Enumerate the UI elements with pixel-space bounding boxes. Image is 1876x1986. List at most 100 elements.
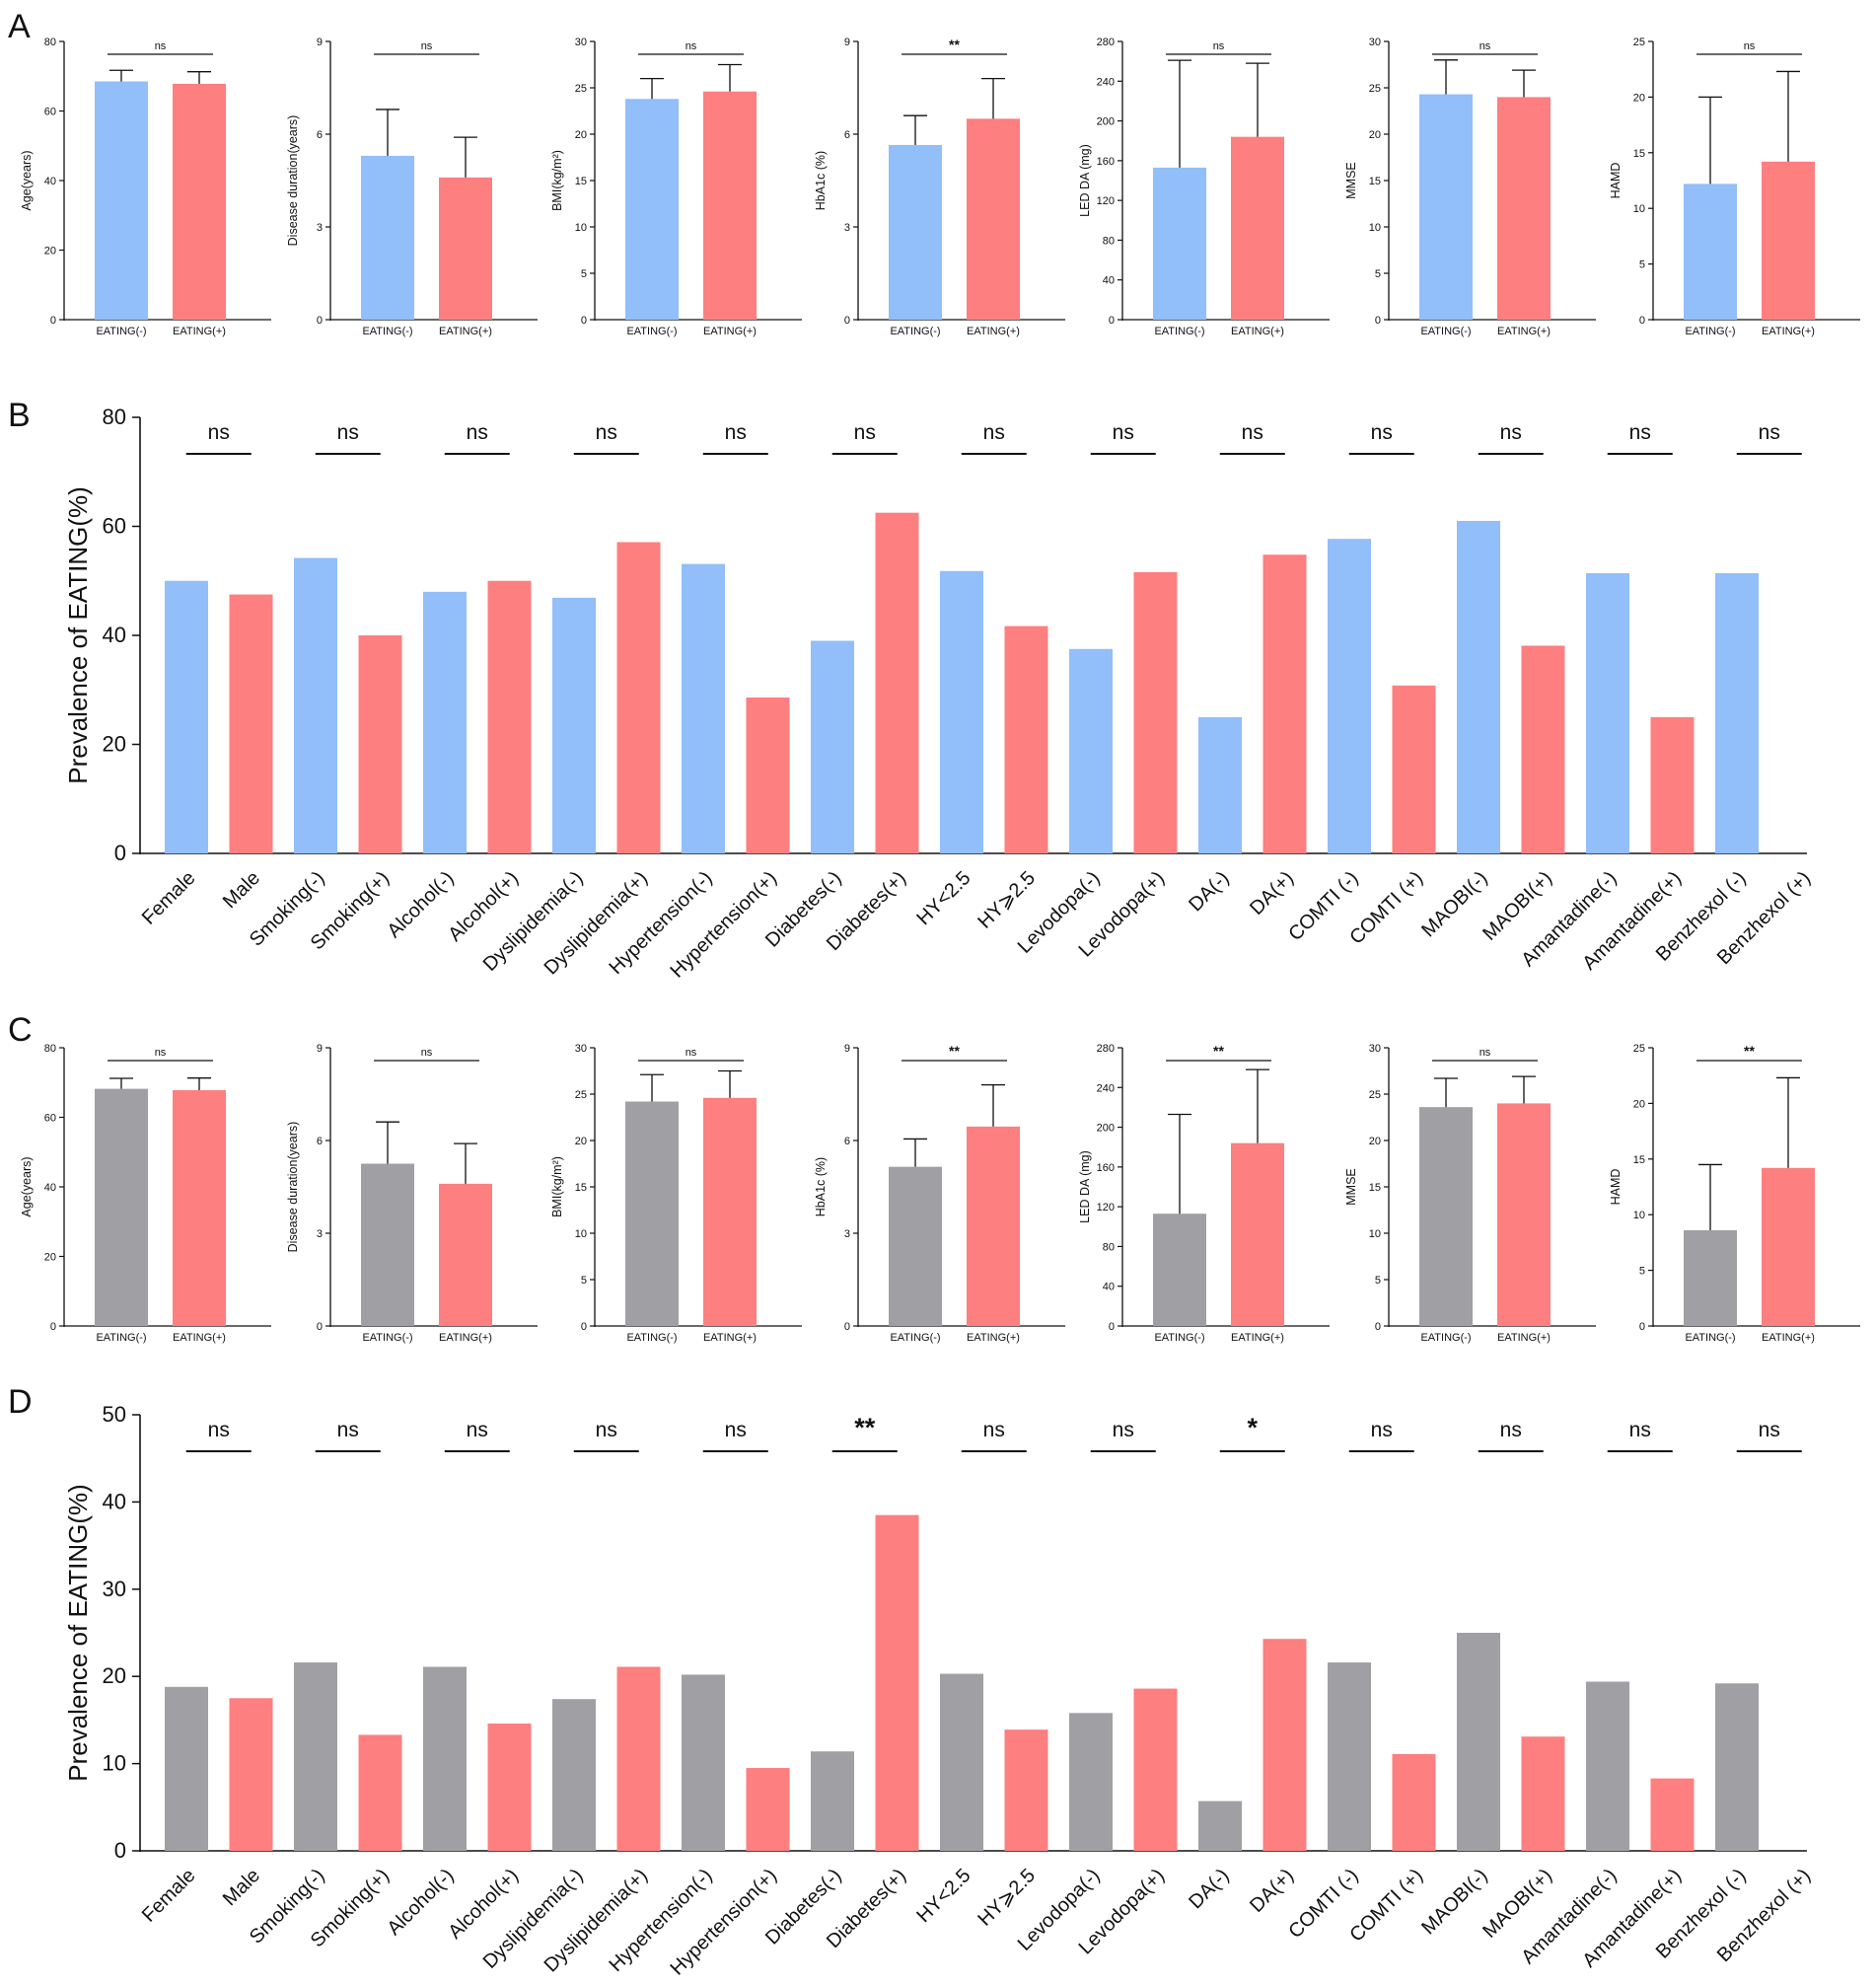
y-tick-label: 240 [1097, 1082, 1115, 1094]
panel-c-subplot-4: 0 3 6 9 HbA1c (%) EATING(-) EATING(+) ** [814, 1043, 1065, 1344]
significance-label: ns [1759, 421, 1780, 444]
bar-positive-group [1650, 1778, 1695, 1851]
significance-label: ns [854, 421, 876, 444]
bar-positive-group [1521, 1736, 1565, 1851]
bar-negative-group [1069, 648, 1113, 853]
significance-label: ns [1113, 421, 1134, 444]
panel-letter-d: D [8, 1383, 33, 1421]
bar-eating-pos [703, 91, 757, 320]
bar-negative-group [552, 1699, 596, 1851]
y-tick-label: 25 [1369, 83, 1381, 95]
x-tick-label: EATING(+) [1231, 1332, 1284, 1344]
bar-negative-group [1198, 716, 1242, 853]
panel-letter-b: B [8, 397, 31, 434]
significance-label: ns [337, 1419, 359, 1441]
x-tick-label: DA(+) [1246, 1865, 1298, 1917]
y-tick-label: 9 [844, 37, 850, 48]
y-tick-label: 240 [1097, 76, 1115, 88]
y-tick-label: 20 [1369, 1136, 1381, 1147]
y-tick-label: 5 [1375, 268, 1381, 280]
y-tick-label: 280 [1097, 37, 1115, 48]
bar-negative-group [1457, 520, 1500, 853]
panel-c-subplot-3: 0 5 10 15 20 25 30 BMI(kg/m²) EATING(-) EATING(+)… [550, 1043, 802, 1344]
x-tick-label: EATING(+) [703, 326, 757, 337]
y-axis-label: HAMD [1609, 163, 1623, 199]
y-tick-label: 25 [575, 1089, 587, 1101]
y-tick-label: 30 [1369, 37, 1381, 48]
x-tick-label: EATING(+) [1231, 326, 1284, 337]
y-tick-label: 30 [103, 1577, 126, 1601]
panel-d: 0 10 20 30 40 50 Prevalence of EATING(%) Female… [63, 1402, 1815, 1980]
y-tick-label: 0 [1639, 315, 1645, 327]
bar-eating-pos [967, 118, 1020, 320]
panel-a-subplot-2: 0 3 6 9 Disease duration(years) EATING(-) EATI… [286, 37, 538, 337]
y-tick-label: 6 [317, 1136, 323, 1147]
y-tick-label: 5 [581, 1275, 587, 1287]
significance-label: ns [1113, 1419, 1134, 1441]
y-tick-label: 5 [1639, 1266, 1645, 1278]
significance-label: ns [1479, 1047, 1491, 1059]
y-tick-label: 5 [581, 268, 587, 280]
bar-negative-group [682, 1674, 725, 1851]
y-tick-label: 80 [44, 1043, 56, 1055]
bar-eating-pos [1497, 1103, 1551, 1326]
x-tick-label: HY⩾2.5 [974, 867, 1040, 933]
y-axis-label: Age(years) [20, 150, 34, 210]
y-tick-label: 40 [103, 623, 126, 647]
x-tick-label: EATING(+) [439, 326, 492, 337]
y-tick-label: 3 [317, 1228, 323, 1240]
significance-label: ns [208, 421, 230, 444]
y-axis-label: Prevalence of EATING(%) [63, 486, 93, 784]
bar-positive-group [1392, 685, 1436, 853]
y-tick-label: 200 [1097, 1123, 1115, 1135]
bar-negative-group [1069, 1713, 1113, 1851]
y-tick-label: 3 [317, 222, 323, 234]
y-tick-label: 280 [1097, 1043, 1115, 1055]
significance-label: ns [983, 421, 1005, 444]
significance-label: ** [949, 37, 960, 52]
bar-eating-neg [95, 1088, 148, 1326]
y-tick-label: 60 [44, 1113, 56, 1125]
bar-positive-group [487, 1723, 532, 1851]
x-tick-label: EATING(+) [1762, 1332, 1815, 1344]
y-tick-label: 25 [1369, 1089, 1381, 1101]
y-axis-label: Age(years) [20, 1156, 34, 1216]
y-tick-label: 0 [50, 1321, 56, 1333]
significance-label: ns [337, 421, 359, 444]
bar-eating-pos [1762, 1167, 1815, 1326]
x-tick-label: EATING(+) [439, 1332, 492, 1344]
y-tick-label: 3 [844, 1228, 850, 1240]
panel-a-subplot-6: 0 5 10 15 20 25 30 MMSE EATING(-) EATING(+) ns [1344, 37, 1596, 337]
bar-negative-group [940, 1673, 983, 1851]
y-tick-label: 30 [575, 1043, 587, 1055]
bar-negative-group [682, 563, 725, 853]
x-tick-label: EATING(-) [890, 326, 940, 337]
bar-negative-group [811, 1751, 854, 1851]
bar-negative-group [165, 580, 208, 853]
significance-label: ns [1500, 1419, 1522, 1441]
significance-label: ns [596, 421, 617, 444]
bar-negative-group [1715, 1683, 1759, 1851]
panel-letter-c: C [8, 1011, 33, 1049]
bar-positive-group [1263, 1639, 1307, 1851]
y-tick-label: 30 [575, 37, 587, 48]
x-tick-label: EATING(-) [362, 326, 412, 337]
significance-label: ns [725, 1419, 747, 1441]
significance-label: ns [421, 1047, 433, 1059]
y-tick-label: 20 [44, 246, 56, 257]
bar-eating-pos [1231, 136, 1284, 320]
significance-label: ns [1371, 1419, 1393, 1441]
bar-positive-group [746, 1768, 790, 1851]
y-axis-label: HbA1c (%) [814, 1157, 828, 1216]
y-tick-label: 5 [1375, 1275, 1381, 1287]
panel-b: 0 20 40 60 80 Prevalence of EATING(%) Female Ma… [63, 405, 1815, 983]
y-tick-label: 40 [44, 176, 56, 187]
significance-label: ns [467, 1419, 488, 1441]
y-tick-label: 0 [317, 1321, 323, 1333]
bar-eating-neg [625, 1101, 679, 1326]
y-tick-label: 0 [1109, 315, 1115, 327]
x-tick-label: EATING(-) [362, 1332, 412, 1344]
bar-positive-group [1650, 716, 1695, 853]
bar-eating-pos [439, 177, 492, 320]
x-tick-label: HY⩾2.5 [974, 1865, 1040, 1931]
